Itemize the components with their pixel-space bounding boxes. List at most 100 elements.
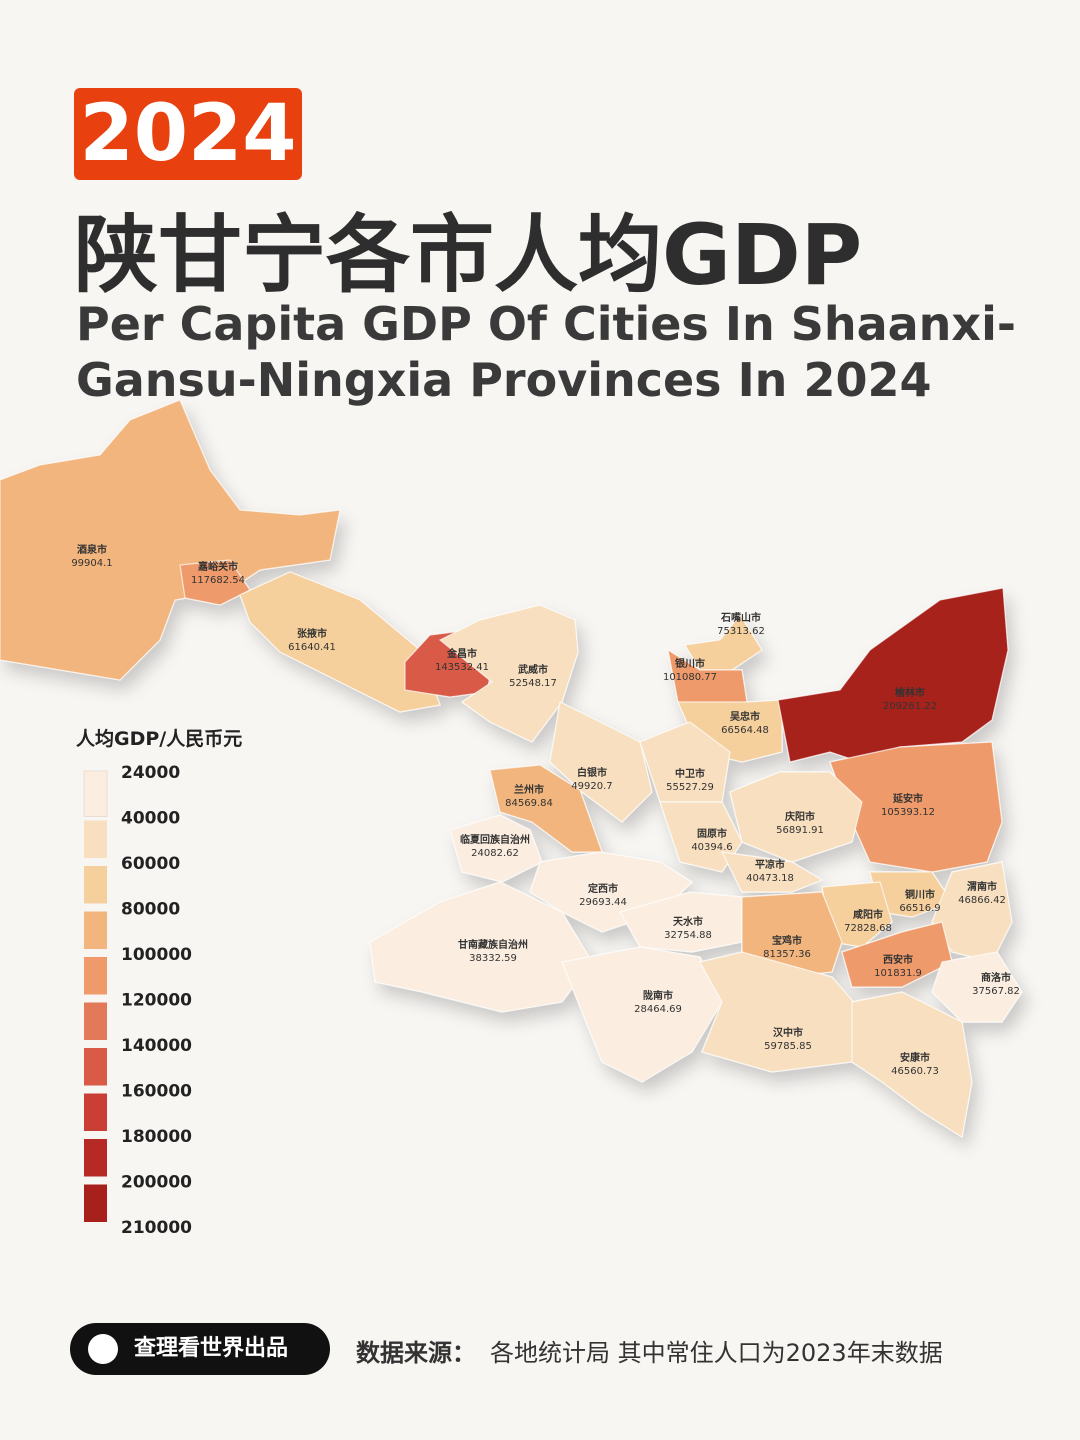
city-value: 49920.7 bbox=[571, 781, 612, 792]
city-value: 46560.73 bbox=[891, 1066, 939, 1077]
city-region bbox=[729, 771, 863, 863]
legend-swatch bbox=[84, 1002, 107, 1040]
city-name: 西安市 bbox=[883, 953, 913, 966]
city-value: 143532.41 bbox=[435, 662, 489, 673]
legend-tick-label: 200000 bbox=[121, 1173, 192, 1193]
city-value: 28464.69 bbox=[634, 1004, 682, 1015]
city-name: 甘南藏族自治州 bbox=[458, 938, 528, 951]
city-value: 61640.41 bbox=[288, 642, 336, 653]
city-value: 37567.82 bbox=[972, 986, 1020, 997]
city-name: 延安市 bbox=[892, 792, 923, 805]
legend-swatch bbox=[84, 1048, 107, 1086]
city-value: 59785.85 bbox=[764, 1041, 812, 1052]
legend-tick-label: 24000 bbox=[121, 763, 180, 783]
city-region bbox=[561, 946, 723, 1083]
source: 数据来源： 各地统计局 其中常住人口为2023年末数据 bbox=[356, 1333, 943, 1368]
city-region bbox=[829, 741, 1003, 873]
city-name: 吴忠市 bbox=[730, 710, 760, 723]
city-value: 55527.29 bbox=[666, 782, 714, 793]
city-value: 52548.17 bbox=[509, 678, 557, 689]
city-value: 32754.88 bbox=[664, 930, 712, 941]
city-value: 101080.77 bbox=[663, 672, 717, 683]
city-value: 40394.6 bbox=[691, 842, 732, 853]
city-value: 99904.1 bbox=[71, 558, 112, 569]
city-name: 白银市 bbox=[577, 766, 607, 779]
city-value: 75313.62 bbox=[717, 626, 765, 637]
subtitle: Per Capita GDP Of Cities In Shaanxi- Gan… bbox=[76, 296, 1016, 408]
year-badge: 2024 bbox=[74, 88, 302, 180]
city-name: 平凉市 bbox=[755, 858, 785, 871]
city-value: 66516.9 bbox=[899, 903, 940, 914]
city-region bbox=[239, 571, 441, 713]
legend-swatch bbox=[84, 1093, 107, 1131]
city-region bbox=[931, 951, 1023, 1023]
city-value: 117682.54 bbox=[191, 575, 245, 586]
city-value: 81357.36 bbox=[763, 949, 811, 960]
city-region bbox=[179, 559, 251, 606]
city-name: 张掖市 bbox=[297, 627, 327, 640]
legend-tick-label: 120000 bbox=[121, 991, 192, 1011]
city-value: 46866.42 bbox=[958, 895, 1006, 906]
legend-tick-label: 80000 bbox=[121, 900, 180, 920]
city-region bbox=[639, 721, 731, 803]
city-name: 中卫市 bbox=[675, 767, 705, 780]
brand-badge: 查理看世界出品 bbox=[70, 1323, 330, 1375]
city-value: 101831.9 bbox=[874, 968, 922, 979]
legend-tick-label: 180000 bbox=[121, 1127, 192, 1147]
city-region bbox=[438, 604, 579, 743]
subtitle-line: Per Capita GDP Of Cities In Shaanxi- bbox=[76, 297, 1016, 351]
city-region bbox=[699, 951, 863, 1073]
city-name: 榆林市 bbox=[895, 686, 925, 699]
city-value: 66564.48 bbox=[721, 725, 769, 736]
city-name: 商洛市 bbox=[981, 971, 1011, 984]
city-name: 固原市 bbox=[697, 827, 727, 840]
city-name: 渭南市 bbox=[967, 880, 997, 893]
city-value: 105393.12 bbox=[881, 807, 935, 818]
city-value: 38332.59 bbox=[469, 953, 517, 964]
legend-tick-label: 60000 bbox=[121, 854, 180, 874]
city-name: 天水市 bbox=[673, 915, 703, 928]
legend-swatch bbox=[84, 1184, 107, 1222]
city-name: 临夏回族自治州 bbox=[460, 833, 530, 846]
city-name: 安康市 bbox=[900, 1051, 930, 1064]
city-value: 72828.68 bbox=[844, 923, 892, 934]
legend-swatch bbox=[84, 866, 107, 904]
city-name: 咸阳市 bbox=[853, 908, 883, 921]
city-value: 209261.22 bbox=[883, 701, 937, 712]
city-name: 汉中市 bbox=[773, 1026, 803, 1039]
city-name: 银川市 bbox=[675, 657, 705, 670]
city-name: 铜川市 bbox=[905, 888, 935, 901]
source-text: 各地统计局 其中常住人口为2023年末数据 bbox=[490, 1339, 943, 1367]
city-value: 29693.44 bbox=[579, 897, 627, 908]
legend-swatch bbox=[84, 1139, 107, 1177]
city-name: 定西市 bbox=[588, 882, 618, 895]
city-value: 24082.62 bbox=[471, 848, 519, 859]
city-region bbox=[489, 764, 603, 853]
city-region bbox=[0, 399, 341, 681]
city-name: 武威市 bbox=[518, 663, 548, 676]
city-name: 石嘴山市 bbox=[720, 611, 761, 624]
city-name: 嘉峪关市 bbox=[197, 560, 238, 573]
subtitle-line: Gansu-Ningxia Provinces In 2024 bbox=[76, 353, 932, 407]
city-name: 酒泉市 bbox=[77, 543, 107, 556]
legend-tick-label: 100000 bbox=[121, 945, 192, 965]
legend-tick-label: 140000 bbox=[121, 1036, 192, 1056]
title: 陕甘宁各市人均GDP bbox=[74, 206, 863, 304]
city-region bbox=[851, 991, 973, 1138]
legend-swatch bbox=[84, 911, 107, 949]
legend: 24000 40000 60000 80000 100000 120000 140000 16… bbox=[83, 763, 192, 1238]
legend-title: 人均GDP/人民币元 bbox=[76, 728, 243, 750]
city-region bbox=[549, 701, 653, 823]
legend-tick-label: 210000 bbox=[121, 1218, 192, 1238]
city-region bbox=[720, 851, 824, 893]
brand-logo bbox=[88, 1334, 118, 1364]
legend-tick-label: 160000 bbox=[121, 1082, 192, 1102]
brand-text: 查理看世界出品 bbox=[134, 1336, 289, 1361]
legend-tick-label: 40000 bbox=[121, 809, 180, 829]
city-name: 庆阳市 bbox=[784, 810, 815, 823]
city-value: 40473.18 bbox=[746, 873, 794, 884]
city-name: 金昌市 bbox=[446, 647, 477, 660]
source-label: 数据来源： bbox=[356, 1339, 476, 1367]
city-name: 陇南市 bbox=[643, 989, 673, 1002]
